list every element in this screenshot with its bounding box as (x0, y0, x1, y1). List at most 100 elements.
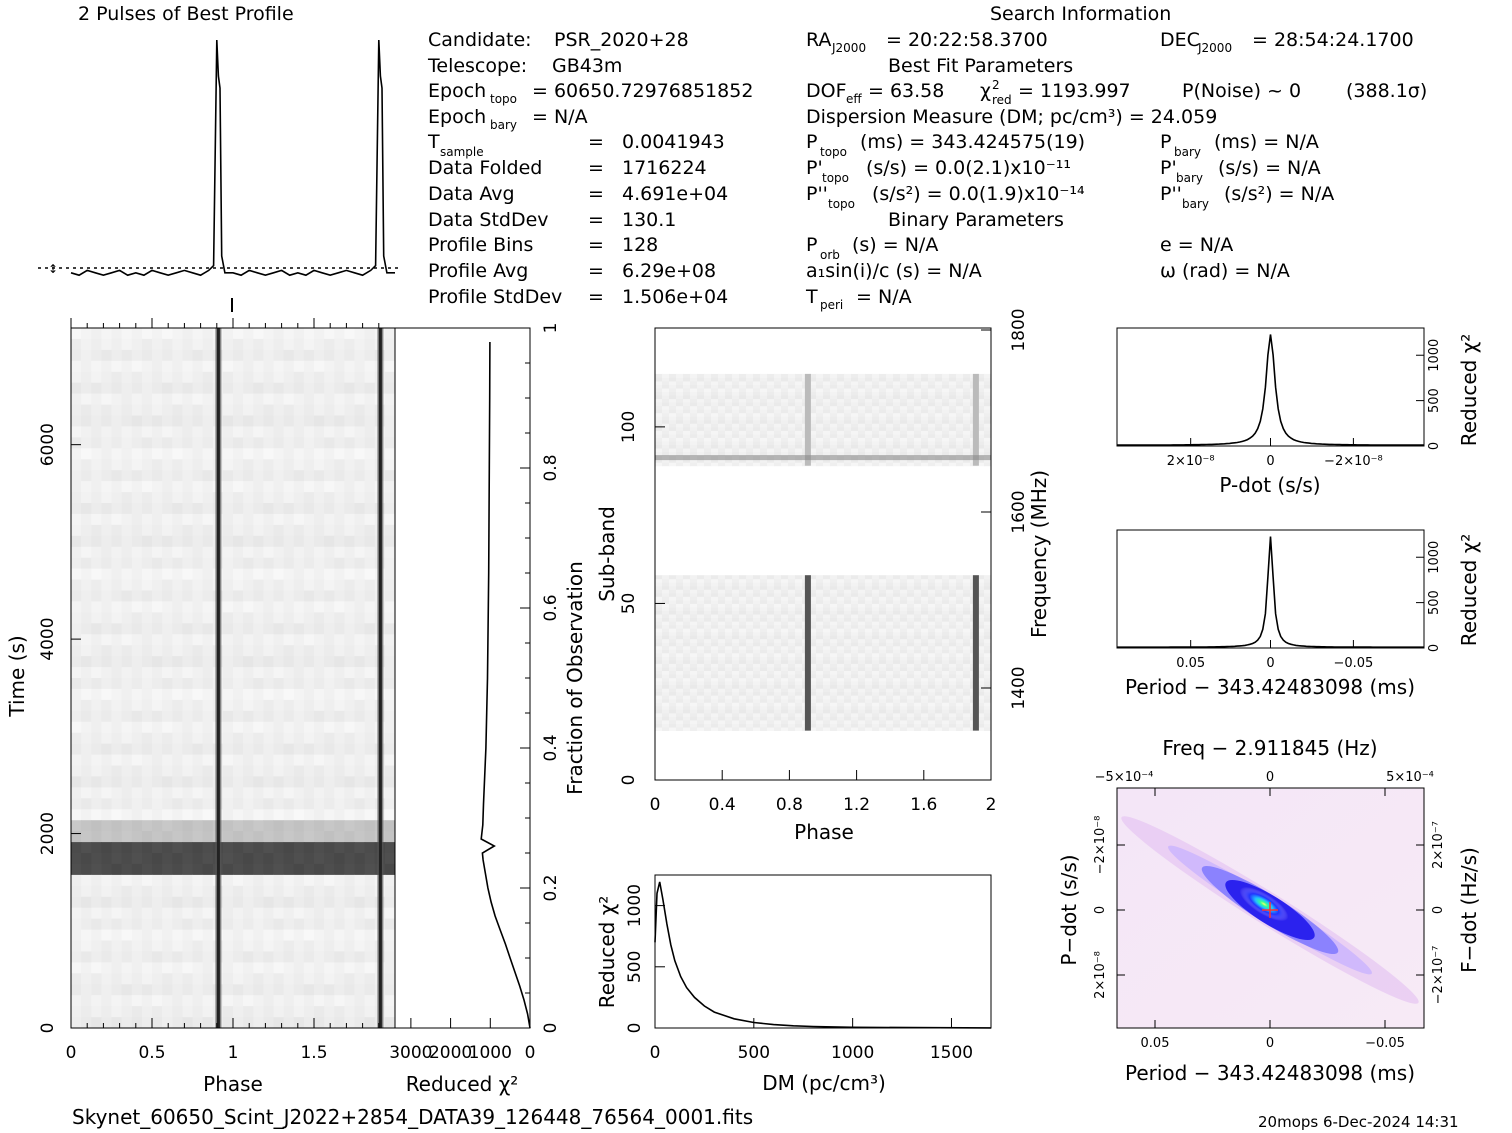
sb-cell (837, 575, 845, 580)
sb-cell (893, 720, 901, 724)
sb-cell (662, 645, 670, 650)
sb-cell (676, 674, 684, 679)
sb-cell (781, 659, 789, 664)
sb-cell (753, 444, 761, 449)
sb-cell (774, 635, 782, 640)
tp-cell (111, 678, 123, 690)
tp-cell (162, 995, 173, 1007)
tp-cell (334, 798, 345, 810)
sb-cell (893, 670, 901, 675)
sb-cell (739, 705, 747, 710)
sb-cell (942, 416, 950, 421)
candidate-value: PSR_2020+28 (554, 29, 689, 51)
sb-cell (760, 698, 768, 703)
sb-cell (823, 688, 831, 693)
sb-cell (697, 607, 705, 611)
sb-cell (858, 610, 866, 615)
sb-cell (788, 691, 796, 696)
sb-cell (711, 419, 719, 424)
tp-cell (344, 918, 355, 930)
tp-cell (182, 328, 193, 340)
tp-cell (273, 579, 285, 591)
sb-cell (690, 578, 698, 583)
sb-cell (676, 628, 684, 633)
tp-cell (202, 371, 214, 384)
tp-cell (293, 590, 305, 602)
tp-cell (344, 623, 355, 635)
sb-cell (977, 621, 985, 626)
sb-cell (725, 720, 733, 724)
tp-cell (121, 984, 133, 996)
tp-cell (131, 667, 143, 679)
sb-cell (830, 642, 838, 647)
sb-cell (893, 624, 901, 629)
sb-cell (851, 575, 859, 580)
sb-cell (753, 416, 761, 421)
tp-cell (192, 656, 204, 668)
sb-cell (655, 631, 663, 636)
tp-cell (243, 699, 254, 712)
sb-cell (963, 663, 971, 668)
tp-cell (293, 929, 305, 941)
tp-cell (131, 732, 143, 745)
tp-cell (101, 874, 112, 887)
tp-cell (111, 820, 123, 832)
tp-cell (283, 820, 295, 832)
sb-cell (683, 674, 691, 679)
tp-cell (303, 1006, 315, 1018)
sb-cell (928, 607, 936, 611)
tp-cell (192, 481, 204, 493)
sb-cell (949, 642, 957, 647)
sb-cell (921, 677, 929, 682)
tp-cell (283, 831, 295, 843)
tp-cell (243, 776, 254, 788)
sb-cell (865, 575, 873, 580)
sb-cell (872, 684, 880, 689)
sb-cell (865, 638, 873, 643)
sb-cell (690, 610, 698, 615)
tp-cell (81, 940, 92, 952)
tp-cell (273, 503, 285, 515)
sb-cell (753, 698, 761, 703)
tp-cell (152, 678, 163, 690)
tp-cell (233, 776, 244, 788)
sb-cell (837, 663, 845, 668)
sb-cell (823, 628, 831, 633)
tp-cell (121, 546, 133, 559)
tp-cell (354, 492, 366, 504)
tp-cell (101, 470, 112, 482)
sb-cell (844, 712, 852, 717)
tp-cell (172, 328, 183, 340)
sb-cell (865, 705, 873, 710)
tp-cell (324, 590, 335, 602)
sb-cell (795, 652, 803, 657)
tp-cell (384, 732, 396, 745)
tp-cell (273, 842, 285, 854)
tp-cell (91, 338, 102, 351)
tp-cell (273, 360, 285, 373)
sb-cell (781, 688, 789, 693)
tp-cell (111, 513, 123, 526)
tp-cell (222, 874, 234, 887)
sb-cell (921, 624, 929, 629)
sb-cell (851, 709, 859, 714)
sb-cell (718, 596, 726, 601)
sb-cell (725, 575, 733, 580)
tp-cell (354, 546, 366, 559)
tp-cell (314, 568, 325, 580)
sb-cell (746, 631, 754, 636)
tp-cell (303, 415, 315, 427)
sb-cell (746, 607, 754, 611)
tp-cell (202, 896, 214, 909)
sb-cell (823, 423, 831, 428)
tp-cell (81, 492, 92, 504)
tp-cell (243, 601, 254, 613)
sb-cell (844, 638, 852, 643)
tp-cell (152, 590, 163, 602)
sb-cell (921, 578, 929, 583)
sb-cell (781, 462, 789, 467)
tp-cell (233, 1006, 244, 1018)
tp-cell (243, 874, 254, 887)
sb-cell (767, 451, 775, 456)
tp-cell (192, 699, 204, 712)
